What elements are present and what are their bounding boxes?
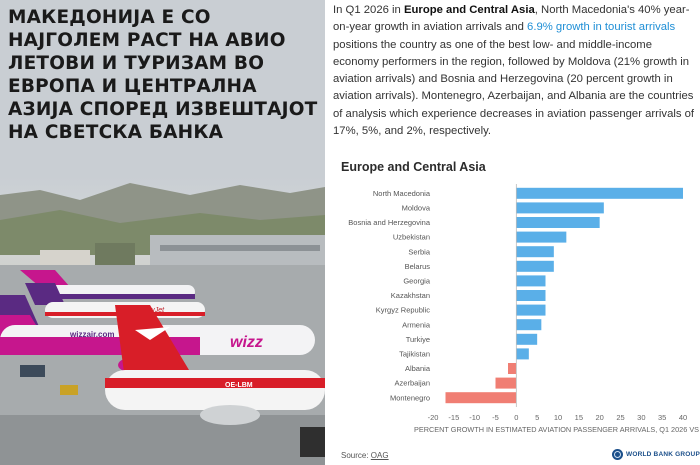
bar	[445, 392, 517, 404]
x-tick-label: 15	[575, 413, 583, 422]
news-image-panel: МАКЕДОНИЈА Е СО НАЈГОЛЕМ РАСТ НА АВИО ЛЕ…	[0, 0, 325, 465]
bar-chart: North Macedonia Moldova Bosnia and Herzego…	[348, 184, 687, 422]
x-tick-label: -15	[448, 413, 459, 422]
category-label: Tajikistan	[399, 350, 430, 359]
bar	[516, 217, 600, 228]
category-label: Kyrgyz Republic	[376, 306, 430, 315]
bar	[516, 333, 538, 345]
paragraph-text-3: positions the country as one of the best…	[333, 38, 695, 138]
category-label: North Macedonia	[373, 189, 431, 198]
x-tick-label: 0	[514, 413, 518, 422]
x-tick-label: -10	[469, 413, 480, 422]
article-paragraph: In Q1 2026 in Europe and Central Asia, N…	[333, 2, 695, 140]
category-label: Serbia	[408, 247, 431, 256]
svg-text:wizz: wizz	[230, 334, 263, 351]
austrian-plane: OE-LBM	[105, 305, 325, 425]
category-label: Georgia	[403, 277, 431, 286]
category-label: Kazakhstan	[391, 291, 430, 300]
x-tick-label: 25	[616, 413, 624, 422]
x-tick-label: -5	[492, 413, 499, 422]
globe-icon	[612, 449, 623, 460]
chart-title: Europe and Central Asia	[341, 160, 486, 174]
bar	[516, 187, 683, 199]
category-label: Uzbekistan	[393, 233, 430, 242]
paragraph-text-1: In Q1 2026 in	[333, 4, 404, 16]
svg-text:OE-LBM: OE-LBM	[225, 382, 253, 389]
chart-card	[332, 150, 698, 465]
wizz-plane-back	[20, 270, 195, 299]
bar	[516, 260, 554, 272]
x-tick-label: 10	[554, 413, 562, 422]
category-label: Bosnia and Herzegovina	[348, 218, 431, 227]
x-tick-label: 40	[679, 413, 687, 422]
x-tick-label: 5	[535, 413, 539, 422]
category-label: Belarus	[405, 262, 431, 271]
headline: МАКЕДОНИЈА Е СО НАЈГОЛЕМ РАСТ НА АВИО ЛЕ…	[8, 7, 318, 143]
bar	[516, 246, 554, 258]
bar	[516, 231, 567, 243]
category-label: Montenegro	[390, 393, 430, 402]
wizz-livery-text: wizzair.com	[69, 330, 114, 339]
bar	[516, 304, 546, 316]
category-label: Albania	[405, 364, 431, 373]
bar	[516, 202, 604, 214]
x-tick-label: 35	[658, 413, 666, 422]
paragraph-text-2: , North Macedonia's 40% year-on-year gro…	[333, 4, 690, 34]
bar	[516, 348, 529, 360]
airport-photo: easyJet wizzair.com wizz OE-LBM	[0, 183, 325, 465]
category-label: Armenia	[402, 320, 431, 329]
x-axis-label: PERCENT GROWTH IN ESTIMATED AVIATION PAS…	[414, 425, 700, 434]
x-tick-label: -20	[428, 413, 439, 422]
bar	[516, 319, 542, 331]
bar	[495, 377, 517, 389]
x-tick-label: 20	[595, 413, 603, 422]
region-name: Europe and Central Asia	[403, 4, 535, 16]
bar	[516, 290, 546, 301]
bar	[516, 275, 546, 287]
source-note: Source: OAG	[341, 451, 389, 460]
x-tick-label: 30	[637, 413, 645, 422]
world-bank-logo: WORLD BANK GROUP	[612, 449, 700, 460]
source-link[interactable]: OAG	[370, 451, 389, 460]
bar	[508, 363, 517, 374]
category-label: Azerbaijan	[395, 379, 430, 388]
tourist-arrivals-link[interactable]: 6.9% growth in tourist arrivals	[527, 21, 676, 34]
category-label: Moldova	[402, 204, 431, 213]
logo-text: WORLD BANK GROUP	[626, 451, 700, 458]
source-label: Source:	[341, 451, 371, 460]
category-label: Turkiye	[406, 335, 430, 344]
